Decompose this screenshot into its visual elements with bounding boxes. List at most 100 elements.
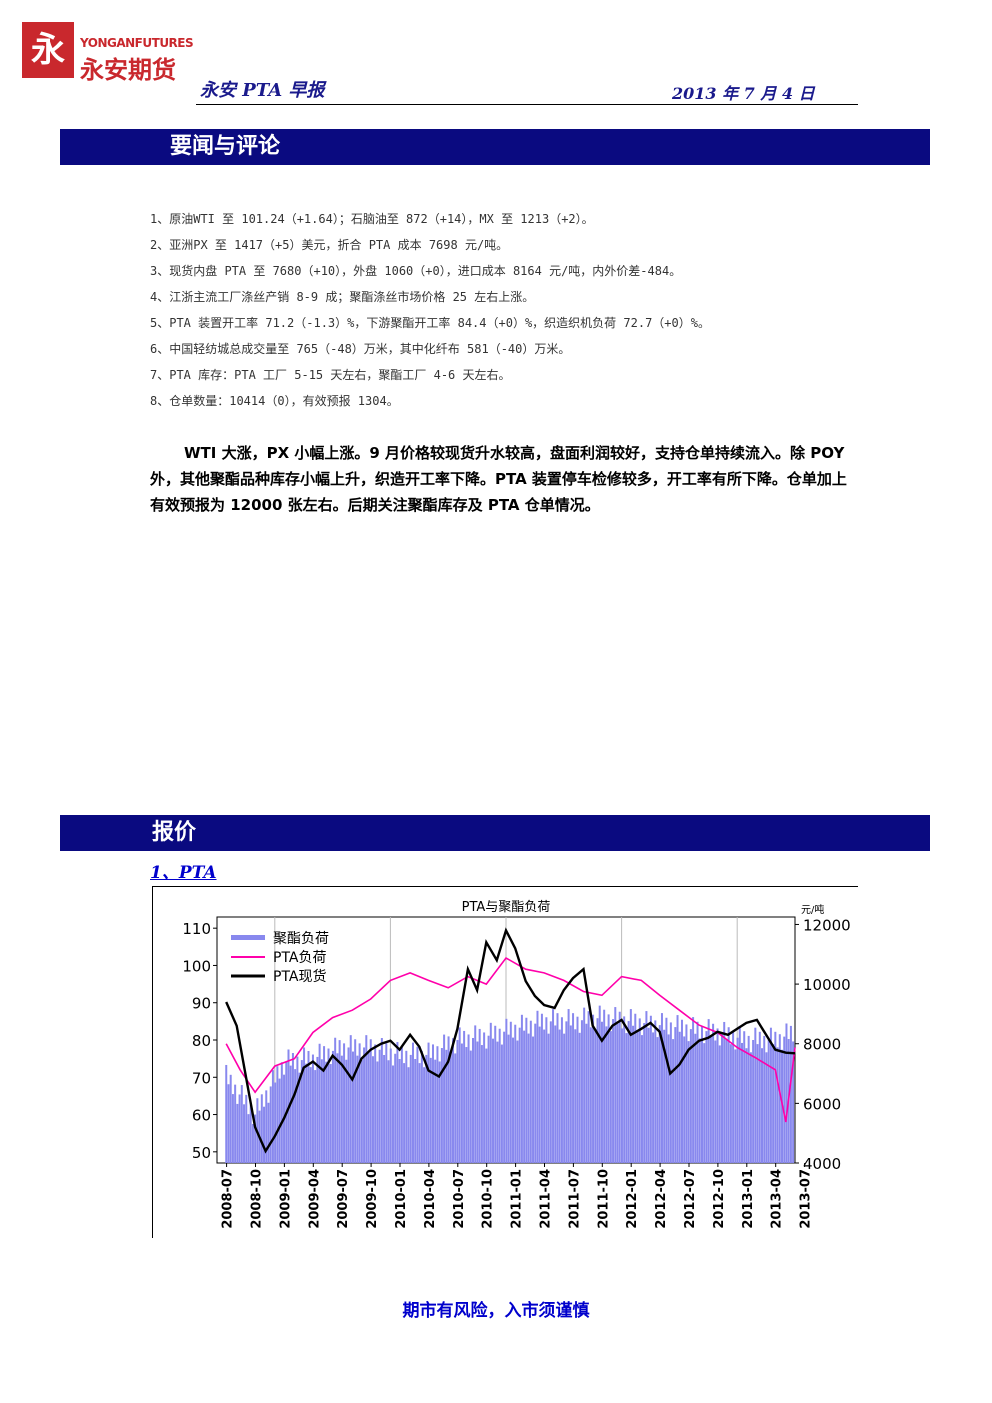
polyester-load-bar bbox=[665, 1017, 668, 1163]
polyester-load-bar bbox=[303, 1047, 306, 1163]
left-axis-tick-label: 90 bbox=[192, 995, 211, 1013]
polyester-load-bar bbox=[723, 1021, 726, 1163]
polyester-load-bar bbox=[360, 1059, 363, 1163]
polyester-load-bar bbox=[525, 1017, 528, 1163]
polyester-load-bar bbox=[363, 1047, 366, 1163]
polyester-load-bar bbox=[758, 1031, 761, 1163]
x-axis-tick-label: 2009-10 bbox=[365, 1169, 380, 1229]
polyester-load-bar bbox=[367, 1051, 370, 1163]
polyester-load-bar bbox=[240, 1085, 243, 1163]
polyester-load-bar bbox=[754, 1027, 757, 1163]
report-date: 2013 年 7 月 4 日 bbox=[672, 84, 815, 103]
polyester-load-bar bbox=[698, 1038, 701, 1163]
polyester-load-bar bbox=[249, 1104, 252, 1163]
polyester-load-bar bbox=[700, 1026, 703, 1163]
polyester-load-bar bbox=[792, 1041, 795, 1163]
polyester-load-bar bbox=[623, 1016, 626, 1163]
polyester-load-bar bbox=[503, 1031, 506, 1163]
polyester-load-bar bbox=[672, 1039, 675, 1163]
polyester-load-bar bbox=[340, 1055, 343, 1163]
polyester-load-bar bbox=[447, 1036, 450, 1163]
x-axis-tick-label: 2011-01 bbox=[510, 1169, 525, 1229]
polyester-load-bar bbox=[463, 1030, 466, 1163]
polyester-load-bar bbox=[660, 1013, 663, 1163]
x-axis-tick-label: 2011-07 bbox=[567, 1169, 582, 1229]
polyester-load-bar bbox=[443, 1034, 446, 1163]
polyester-load-bar bbox=[505, 1018, 508, 1163]
polyester-load-bar bbox=[374, 1044, 377, 1163]
polyester-load-bar bbox=[683, 1036, 686, 1163]
polyester-load-bar bbox=[734, 1049, 737, 1163]
polyester-load-bar bbox=[234, 1084, 237, 1163]
polyester-load-bar bbox=[280, 1062, 283, 1163]
polyester-load-bar bbox=[785, 1023, 788, 1163]
polyester-load-bar bbox=[298, 1072, 301, 1163]
right-axis-tick-label: 4000 bbox=[803, 1155, 841, 1173]
polyester-load-bar bbox=[574, 1029, 577, 1163]
polyester-load-bar bbox=[489, 1022, 492, 1163]
x-axis-tick-label: 2012-07 bbox=[683, 1169, 698, 1229]
polyester-load-bar bbox=[387, 1060, 390, 1163]
polyester-load-bar bbox=[460, 1043, 463, 1163]
polyester-load-bar bbox=[729, 1044, 732, 1163]
x-axis-tick-label: 2013-01 bbox=[741, 1169, 756, 1229]
polyester-load-bar bbox=[569, 1025, 572, 1163]
x-axis-tick-label: 2012-10 bbox=[712, 1169, 727, 1229]
polyester-load-bar bbox=[496, 1041, 499, 1163]
polyester-load-bar bbox=[423, 1067, 426, 1163]
polyester-load-bar bbox=[325, 1061, 328, 1163]
polyester-load-bar bbox=[658, 1025, 661, 1163]
polyester-load-bar bbox=[718, 1045, 721, 1163]
polyester-load-bar bbox=[507, 1034, 510, 1163]
subsection-title-pta[interactable]: 1、PTA bbox=[150, 863, 217, 883]
polyester-load-bar bbox=[389, 1048, 392, 1163]
news-item: 5、PTA 装置开工率 71.2（-1.3）%，下游聚酯开工率 84.4（+0）… bbox=[150, 316, 710, 330]
polyester-load-bar bbox=[398, 1059, 401, 1163]
polyester-load-bar bbox=[543, 1029, 546, 1163]
polyester-load-bar bbox=[687, 1041, 690, 1163]
polyester-load-bar bbox=[343, 1043, 346, 1163]
polyester-load-bar bbox=[643, 1023, 646, 1163]
polyester-load-bar bbox=[680, 1019, 683, 1163]
polyester-load-bar bbox=[645, 1011, 648, 1163]
polyester-load-bar bbox=[376, 1061, 379, 1163]
polyester-load-bar bbox=[385, 1043, 388, 1163]
polyester-load-bar bbox=[572, 1013, 575, 1163]
polyester-load-bar bbox=[603, 1009, 606, 1163]
news-list: 1、原油WTI 至 101.24（+1.64）；石脑油至 872（+14），MX… bbox=[150, 206, 710, 414]
polyester-load-bar bbox=[620, 1028, 623, 1163]
polyester-load-bar bbox=[492, 1038, 495, 1163]
news-item: 4、江浙主流工厂涤丝产销 8-9 成；聚酯涤丝市场价格 25 左右上涨。 bbox=[150, 290, 535, 304]
polyester-load-bar bbox=[716, 1028, 719, 1163]
x-axis-tick-label: 2009-07 bbox=[336, 1169, 351, 1229]
chart-title: PTA与聚酯负荷 bbox=[462, 900, 551, 915]
chart-svg: PTA与聚酯负荷 元/吨 50 60 70 80 90 100 110 4000 6000 8000 1… bbox=[182, 900, 850, 1229]
polyester-load-bar bbox=[512, 1037, 515, 1163]
logo-english-name: YONGANFUTURES bbox=[80, 36, 194, 50]
right-axis-unit: 元/吨 bbox=[801, 903, 824, 916]
right-axis-tick-label: 6000 bbox=[803, 1095, 841, 1113]
polyester-load-bar bbox=[714, 1040, 717, 1163]
polyester-load-bar bbox=[752, 1040, 755, 1163]
polyester-load-bar bbox=[236, 1103, 239, 1163]
section-header-news: 要闻与评论 bbox=[60, 129, 930, 165]
polyester-load-bar bbox=[576, 1016, 579, 1163]
polyester-load-bar bbox=[474, 1025, 477, 1163]
polyester-load-bar bbox=[411, 1042, 414, 1163]
polyester-load-bar bbox=[605, 1026, 608, 1163]
polyester-load-bar bbox=[476, 1041, 479, 1163]
polyester-load-bar bbox=[703, 1043, 706, 1163]
polyester-load-bar bbox=[589, 1027, 592, 1163]
polyester-load-bar bbox=[456, 1040, 459, 1163]
polyester-load-bar bbox=[545, 1017, 548, 1163]
polyester-load-bar bbox=[556, 1013, 559, 1163]
polyester-load-bar bbox=[274, 1082, 277, 1163]
polyester-load-bar bbox=[689, 1029, 692, 1163]
x-axis-tick-label: 2008-07 bbox=[221, 1169, 236, 1229]
polyester-load-bar bbox=[472, 1037, 475, 1163]
left-axis-tick-label: 50 bbox=[192, 1144, 211, 1162]
polyester-load-bar bbox=[420, 1050, 423, 1163]
polyester-load-bar bbox=[271, 1070, 274, 1163]
polyester-load-bar bbox=[587, 1011, 590, 1163]
polyester-load-bar bbox=[416, 1046, 419, 1163]
